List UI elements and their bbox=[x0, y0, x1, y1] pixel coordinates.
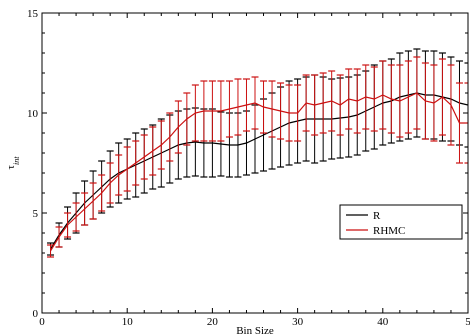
y-tick-label: 15 bbox=[27, 8, 39, 20]
series-group bbox=[47, 48, 468, 258]
x-tick-label: 30 bbox=[292, 316, 304, 328]
x-tick-label: 0 bbox=[39, 316, 45, 328]
y-tick-label: 10 bbox=[27, 108, 39, 120]
series-rhmc bbox=[47, 56, 468, 258]
x-tick-label: 20 bbox=[207, 316, 219, 328]
x-tick-label: 10 bbox=[122, 316, 134, 328]
legend-label-rhmc: RHMC bbox=[373, 225, 405, 237]
y-tick-label: 5 bbox=[33, 208, 39, 220]
x-tick-label: 40 bbox=[377, 316, 389, 328]
x-tick-label: 5 bbox=[465, 316, 470, 328]
legend: R RHMC bbox=[339, 204, 463, 240]
y-axis-subscript: int bbox=[12, 156, 21, 165]
series-line-r bbox=[50, 92, 468, 250]
plot-frame bbox=[41, 12, 469, 314]
y-axis-title: τint bbox=[5, 156, 21, 170]
series-line-rhmc bbox=[50, 92, 468, 252]
legend-box bbox=[339, 204, 463, 240]
plot-area bbox=[47, 48, 468, 258]
legend-label-r: R bbox=[373, 210, 381, 222]
y-tick-label: 0 bbox=[33, 308, 39, 320]
y-axis-symbol: τ bbox=[5, 164, 17, 169]
x-axis-title: Bin Size bbox=[236, 325, 274, 336]
